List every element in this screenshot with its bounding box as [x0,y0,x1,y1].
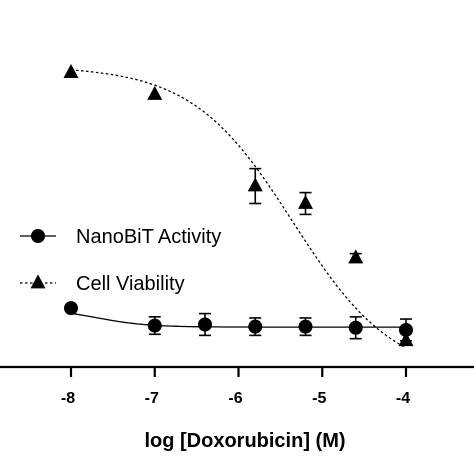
x-axis-ticks: -8 -7 -6 -5 -4 [61,367,410,407]
legend-item-viability: Cell Viability [20,273,185,295]
error-bars [148,167,412,342]
nanobit-point [399,322,413,337]
x-tick-label: -4 [396,390,410,407]
legend-marker [31,229,45,243]
viability-point [147,85,163,100]
x-tick-label: -8 [61,390,75,407]
viability-point [298,194,313,209]
nanobit-point [298,319,313,334]
fit-curve-viability [70,69,407,349]
legend-label: Cell Viability [76,273,185,295]
viability-point [348,249,364,264]
nanobit-point [147,318,162,333]
legend-marker [30,274,46,289]
legend-item-nanobit: NanoBiT Activity [20,226,221,248]
x-axis-label: log [Doxorubicin] (M) [144,430,345,452]
x-tick-label: -6 [228,390,242,407]
data-points [63,64,414,347]
nanobit-point [248,319,263,334]
nanobit-point [64,301,78,316]
nanobit-point [348,320,363,335]
viability-point [398,332,414,347]
legend: NanoBiT Activity Cell Viability [20,226,221,295]
nanobit-point [198,317,212,332]
x-tick-label: -5 [312,390,326,407]
x-tick-label: -7 [145,390,159,407]
viability-point [63,64,79,79]
viability-point [247,177,263,192]
legend-label: NanoBiT Activity [76,226,221,248]
fit-curves [70,69,407,349]
